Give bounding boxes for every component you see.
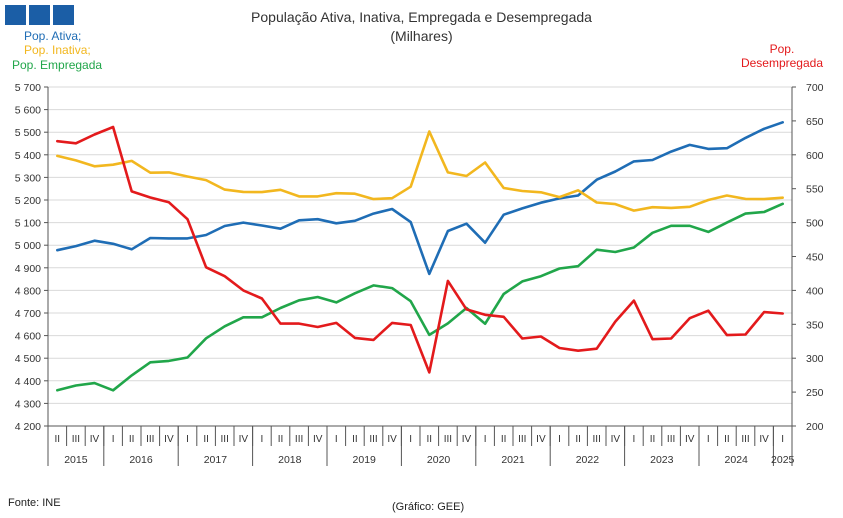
- y-right-tick-label: 700: [806, 82, 824, 94]
- x-quarter-label: II: [427, 434, 433, 445]
- x-quarter-label: IV: [611, 434, 621, 445]
- x-year-label: 2021: [501, 454, 525, 466]
- x-quarter-label: IV: [164, 434, 174, 445]
- x-quarter-label: I: [707, 434, 710, 445]
- x-year-label: 2022: [576, 454, 600, 466]
- x-quarter-label: IV: [387, 434, 397, 445]
- y-left-tick-label: 5 300: [15, 172, 41, 184]
- x-quarter-label: II: [724, 434, 730, 445]
- x-quarter-label: III: [369, 434, 377, 445]
- legend-empregada: Pop. Empregada: [12, 58, 103, 72]
- y-right-tick-label: 650: [806, 116, 824, 128]
- y-left-tick-label: 4 900: [15, 263, 41, 275]
- x-quarter-label: II: [352, 434, 358, 445]
- y-right-tick-label: 500: [806, 218, 824, 230]
- y-right-tick-label: 600: [806, 150, 824, 162]
- x-year-label: 2017: [204, 454, 228, 466]
- x-quarter-label: IV: [239, 434, 249, 445]
- legend-desempregada-line2: Desempregada: [740, 56, 823, 70]
- x-quarter-label: I: [186, 434, 189, 445]
- x-quarter-label: IV: [462, 434, 472, 445]
- series-line-pop-desempregada: [55, 125, 785, 374]
- series-line-pop-inativa: [55, 130, 785, 212]
- x-quarter-label: III: [518, 434, 526, 445]
- x-year-label: 2020: [427, 454, 451, 466]
- x-quarter-label: I: [558, 434, 561, 445]
- x-quarter-label: II: [203, 434, 209, 445]
- x-year-label: 2016: [129, 454, 153, 466]
- x-quarter-label: III: [444, 434, 452, 445]
- x-quarter-label: II: [575, 434, 581, 445]
- x-quarter-label: IV: [313, 434, 323, 445]
- y-left-tick-label: 5 000: [15, 240, 41, 252]
- y-right-tick-label: 250: [806, 387, 824, 399]
- y-left-tick-label: 4 500: [15, 353, 41, 365]
- x-quarter-label: III: [667, 434, 675, 445]
- x-quarter-label: IV: [536, 434, 546, 445]
- legend-ativa: Pop. Ativa;: [24, 29, 82, 43]
- y-left-tick-label: 5 400: [15, 150, 41, 162]
- brand-logo: [5, 5, 74, 25]
- x-quarter-label: I: [112, 434, 115, 445]
- logo-block: [5, 5, 26, 25]
- x-year-label: 2025: [771, 454, 795, 466]
- y-right-tick-label: 400: [806, 285, 824, 297]
- y-left-tick-label: 4 400: [15, 376, 41, 388]
- x-quarter-label: I: [409, 434, 412, 445]
- y-right-tick-label: 300: [806, 353, 824, 365]
- x-quarter-label: II: [55, 434, 61, 445]
- series-line-pop-ativa: [55, 121, 785, 276]
- chart-credit: (Gráfico: GEE): [392, 501, 465, 513]
- legend-desempregada-line1: Pop.: [769, 42, 795, 56]
- x-year-label: 2019: [353, 454, 377, 466]
- y-left-tick-label: 5 500: [15, 127, 41, 139]
- y-left-tick-label: 5 200: [15, 195, 41, 207]
- logo-block: [29, 5, 50, 25]
- x-quarter-label: II: [501, 434, 507, 445]
- legend-desempregada: Pop. Desempregada: [741, 42, 823, 70]
- series-line-pop-empregada: [55, 202, 785, 392]
- x-quarter-label: IV: [759, 434, 769, 445]
- y-right-tick-label: 200: [806, 421, 824, 433]
- y-left-tick-label: 4 300: [15, 398, 41, 410]
- x-quarter-label: I: [261, 434, 264, 445]
- chart-title-block: População Ativa, Inativa, Empregada e De…: [0, 8, 843, 46]
- x-quarter-label: II: [129, 434, 135, 445]
- x-quarter-label: IV: [685, 434, 695, 445]
- source-note: Fonte: INE: [8, 497, 61, 509]
- y-left-tick-label: 4 600: [15, 331, 41, 343]
- logo-block: [53, 5, 74, 25]
- x-quarter-label: II: [278, 434, 284, 445]
- x-quarter-label: III: [221, 434, 229, 445]
- y-left-tick-label: 4 200: [15, 421, 41, 433]
- x-quarter-label: III: [741, 434, 749, 445]
- x-quarter-label: I: [484, 434, 487, 445]
- y-left-tick-label: 4 700: [15, 308, 41, 320]
- x-year-label: 2024: [725, 454, 749, 466]
- x-quarter-label: I: [781, 434, 784, 445]
- x-year-label: 2018: [278, 454, 302, 466]
- y-right-tick-label: 350: [806, 319, 824, 331]
- y-left-tick-label: 5 600: [15, 105, 41, 117]
- x-quarter-label: III: [593, 434, 601, 445]
- y-left-tick-label: 4 800: [15, 285, 41, 297]
- legend-inativa: Pop. Inativa;: [24, 43, 91, 57]
- chart-subtitle: (Milhares): [390, 28, 453, 44]
- y-right-tick-label: 450: [806, 252, 824, 264]
- x-quarter-label: I: [335, 434, 338, 445]
- x-quarter-label: II: [650, 434, 656, 445]
- x-year-label: 2023: [650, 454, 674, 466]
- chart-title: População Ativa, Inativa, Empregada e De…: [251, 9, 592, 25]
- x-quarter-label: III: [295, 434, 303, 445]
- y-left-tick-label: 5 100: [15, 218, 41, 230]
- x-quarter-label: III: [72, 434, 80, 445]
- x-quarter-label: IV: [90, 434, 100, 445]
- x-quarter-label: III: [146, 434, 154, 445]
- x-year-label: 2015: [64, 454, 88, 466]
- y-right-tick-label: 550: [806, 184, 824, 196]
- x-quarter-label: I: [633, 434, 636, 445]
- y-left-tick-label: 5 700: [15, 82, 41, 94]
